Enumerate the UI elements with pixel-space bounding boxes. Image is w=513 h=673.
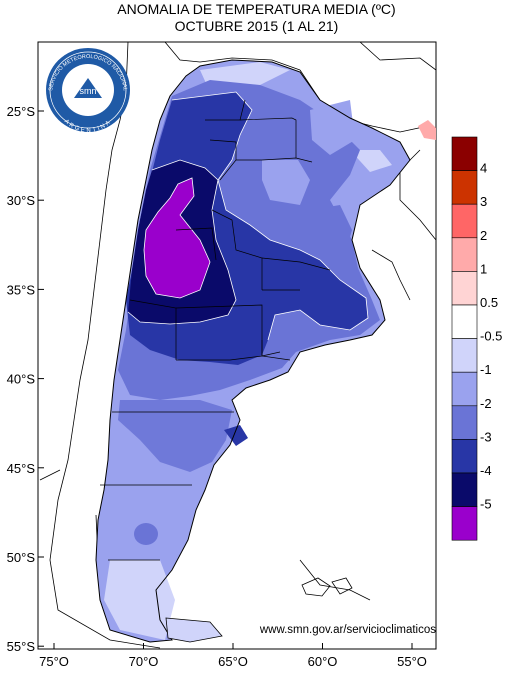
contour-lines bbox=[127, 91, 369, 341]
legend-swatch bbox=[451, 405, 478, 440]
legend-label: -4 bbox=[480, 463, 492, 478]
tierra-del-fuego bbox=[165, 617, 223, 643]
legend-label: -2 bbox=[480, 396, 492, 411]
legend-label: 2 bbox=[480, 228, 487, 243]
legend-swatch bbox=[451, 237, 478, 272]
lat-label: 40°S bbox=[7, 372, 36, 387]
legend-swatch bbox=[451, 506, 478, 541]
lat-label: 30°S bbox=[7, 193, 36, 208]
legend-label: -5 bbox=[480, 497, 492, 512]
lat-label: 25°S bbox=[7, 104, 36, 119]
logo-emblem-icon bbox=[74, 78, 102, 98]
legend-label: 3 bbox=[480, 194, 487, 209]
province-borders bbox=[100, 99, 331, 561]
lat-label: 55°S bbox=[7, 639, 36, 654]
lon-label: 65°O bbox=[218, 654, 248, 669]
legend-label: 0.5 bbox=[480, 295, 498, 310]
color-legend: 4 3 2 1 0.5 -0.5 -1 -2 -3 -4 -5 bbox=[451, 136, 502, 541]
logo-center-text: smn bbox=[79, 86, 96, 96]
legend-swatch bbox=[451, 304, 478, 339]
lon-label: 55°O bbox=[397, 654, 427, 669]
smn-logo: SERVICIO METEOROLOGICO NACIONAL ARGENTIN… bbox=[46, 48, 130, 134]
legend-swatch bbox=[451, 371, 478, 407]
legend-label: 1 bbox=[480, 261, 487, 276]
credit-url: www.smn.gov.ar/servicioclimaticos bbox=[259, 624, 436, 636]
lon-label: 75°O bbox=[39, 654, 69, 669]
lat-label: 35°S bbox=[7, 282, 36, 297]
argentina-outline bbox=[95, 59, 411, 643]
map-subtitle: OCTUBRE 2015 (1 AL 21) bbox=[174, 18, 339, 34]
legend-label: -0.5 bbox=[480, 329, 502, 344]
latitude-axis: 25°S 30°S 35°S 40°S 45°S 50°S 55°S bbox=[7, 104, 44, 654]
lon-label: 70°O bbox=[129, 654, 159, 669]
map-title: ANOMALIA DE TEMPERATURA MEDIA (ºC) bbox=[117, 1, 396, 17]
legend-swatch bbox=[451, 472, 478, 507]
legend-swatch bbox=[451, 271, 478, 306]
legend-swatch bbox=[451, 338, 478, 373]
legend-swatch bbox=[451, 203, 478, 239]
legend-label: -1 bbox=[480, 362, 492, 377]
lat-label: 45°S bbox=[7, 461, 36, 476]
lon-label: 60°O bbox=[308, 654, 338, 669]
legend-swatch bbox=[451, 170, 478, 205]
longitude-axis: 75°O 70°O 65°O 60°O 55°O bbox=[39, 643, 427, 669]
lat-label: 50°S bbox=[7, 550, 36, 565]
legend-swatch bbox=[451, 136, 478, 171]
anomaly-fields bbox=[96, 60, 436, 642]
legend-label: 4 bbox=[480, 161, 487, 176]
legend-label: -3 bbox=[480, 429, 492, 444]
malvinas-islands bbox=[301, 577, 353, 597]
legend-swatch bbox=[451, 439, 478, 474]
